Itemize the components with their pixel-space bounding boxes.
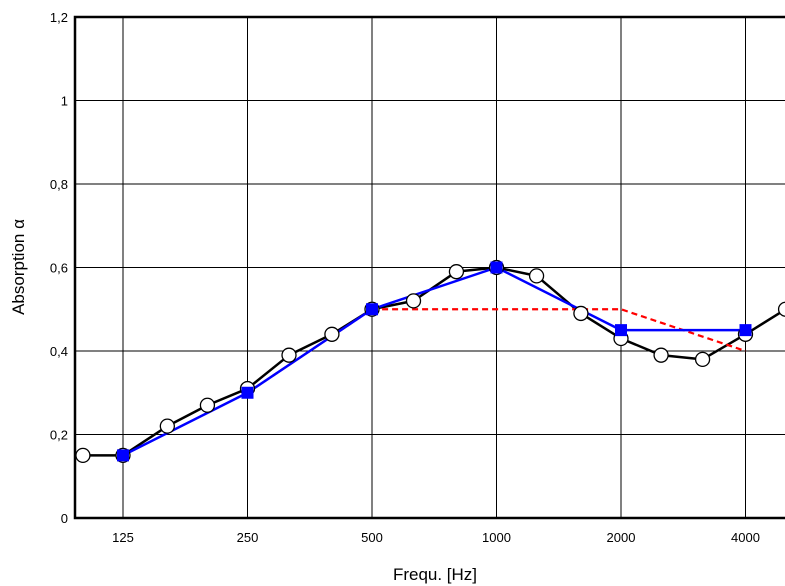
series-blue-point xyxy=(739,324,752,337)
x-tick-label: 250 xyxy=(237,530,259,545)
y-tick-labels: 0 0,2 0,4 0,6 0,8 1 1,2 xyxy=(50,10,68,526)
series-blue-point xyxy=(490,261,503,274)
series-black-point xyxy=(777,301,785,317)
x-tick-label: 4000 xyxy=(731,530,760,545)
series-black-line xyxy=(82,266,785,457)
series-blue-line xyxy=(122,266,746,457)
y-tick-label: 0,6 xyxy=(50,261,68,276)
series-black-point xyxy=(159,418,175,434)
series-blue-point xyxy=(241,386,254,399)
series-black-point xyxy=(694,351,711,368)
y-tick-label: 0,4 xyxy=(50,344,68,359)
x-tick-label: 125 xyxy=(112,530,134,545)
x-tick-label: 500 xyxy=(361,530,383,545)
x-tick-label: 1000 xyxy=(482,530,511,545)
y-tick-label: 1,2 xyxy=(50,10,68,25)
series-black-point xyxy=(573,305,589,322)
series-blue-point xyxy=(366,303,378,316)
grid xyxy=(73,15,785,520)
y-tick-label: 0 xyxy=(61,511,68,526)
series-blue-point xyxy=(117,449,129,462)
series-black-point xyxy=(528,268,545,284)
y-axis-title: Absorption α xyxy=(9,219,28,315)
series-black-point xyxy=(405,293,422,309)
series-black-point xyxy=(75,447,91,464)
series-black-point xyxy=(448,264,465,280)
x-axis-title: Frequ. [Hz] xyxy=(393,565,477,584)
y-tick-label: 1 xyxy=(61,94,68,109)
series-black-point xyxy=(324,326,340,342)
series-black-point xyxy=(653,347,669,363)
series-black-point xyxy=(199,397,216,413)
series-blue-point xyxy=(615,324,627,337)
x-tick-label: 2000 xyxy=(607,530,636,545)
series-red-line xyxy=(246,308,746,394)
y-tick-label: 0,8 xyxy=(50,177,68,192)
plot-frame xyxy=(73,15,785,520)
series-black-point xyxy=(281,347,297,363)
x-tick-labels: 125 250 500 1000 2000 4000 xyxy=(112,530,760,545)
series-group xyxy=(75,259,785,464)
y-tick-label: 0,2 xyxy=(50,428,68,443)
